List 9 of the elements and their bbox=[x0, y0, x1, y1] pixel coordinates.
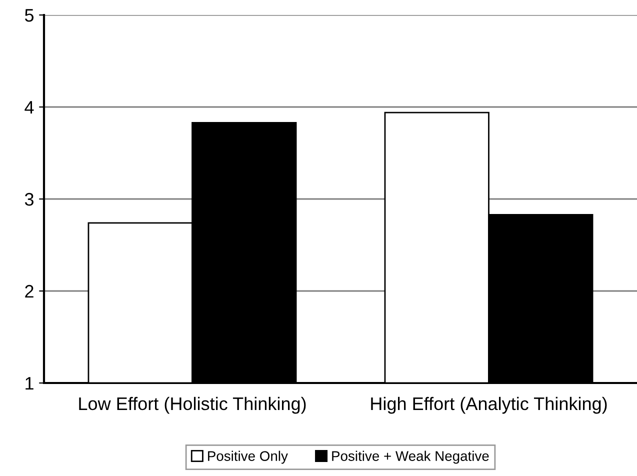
legend-label: Positive + Weak Negative bbox=[332, 450, 489, 464]
legend-label: Positive Only bbox=[208, 450, 288, 464]
x-tick-label: Low Effort (Holistic Thinking) bbox=[79, 396, 306, 414]
x-tick-label: High Effort (Analytic Thinking) bbox=[371, 396, 607, 414]
y-tick-label: 1 bbox=[26, 377, 34, 390]
y-tick-label: 3 bbox=[24, 192, 34, 206]
y-tick-label: 2 bbox=[25, 284, 34, 298]
y-tick-label: 4 bbox=[24, 101, 34, 114]
y-tick-label: 5 bbox=[24, 9, 34, 22]
